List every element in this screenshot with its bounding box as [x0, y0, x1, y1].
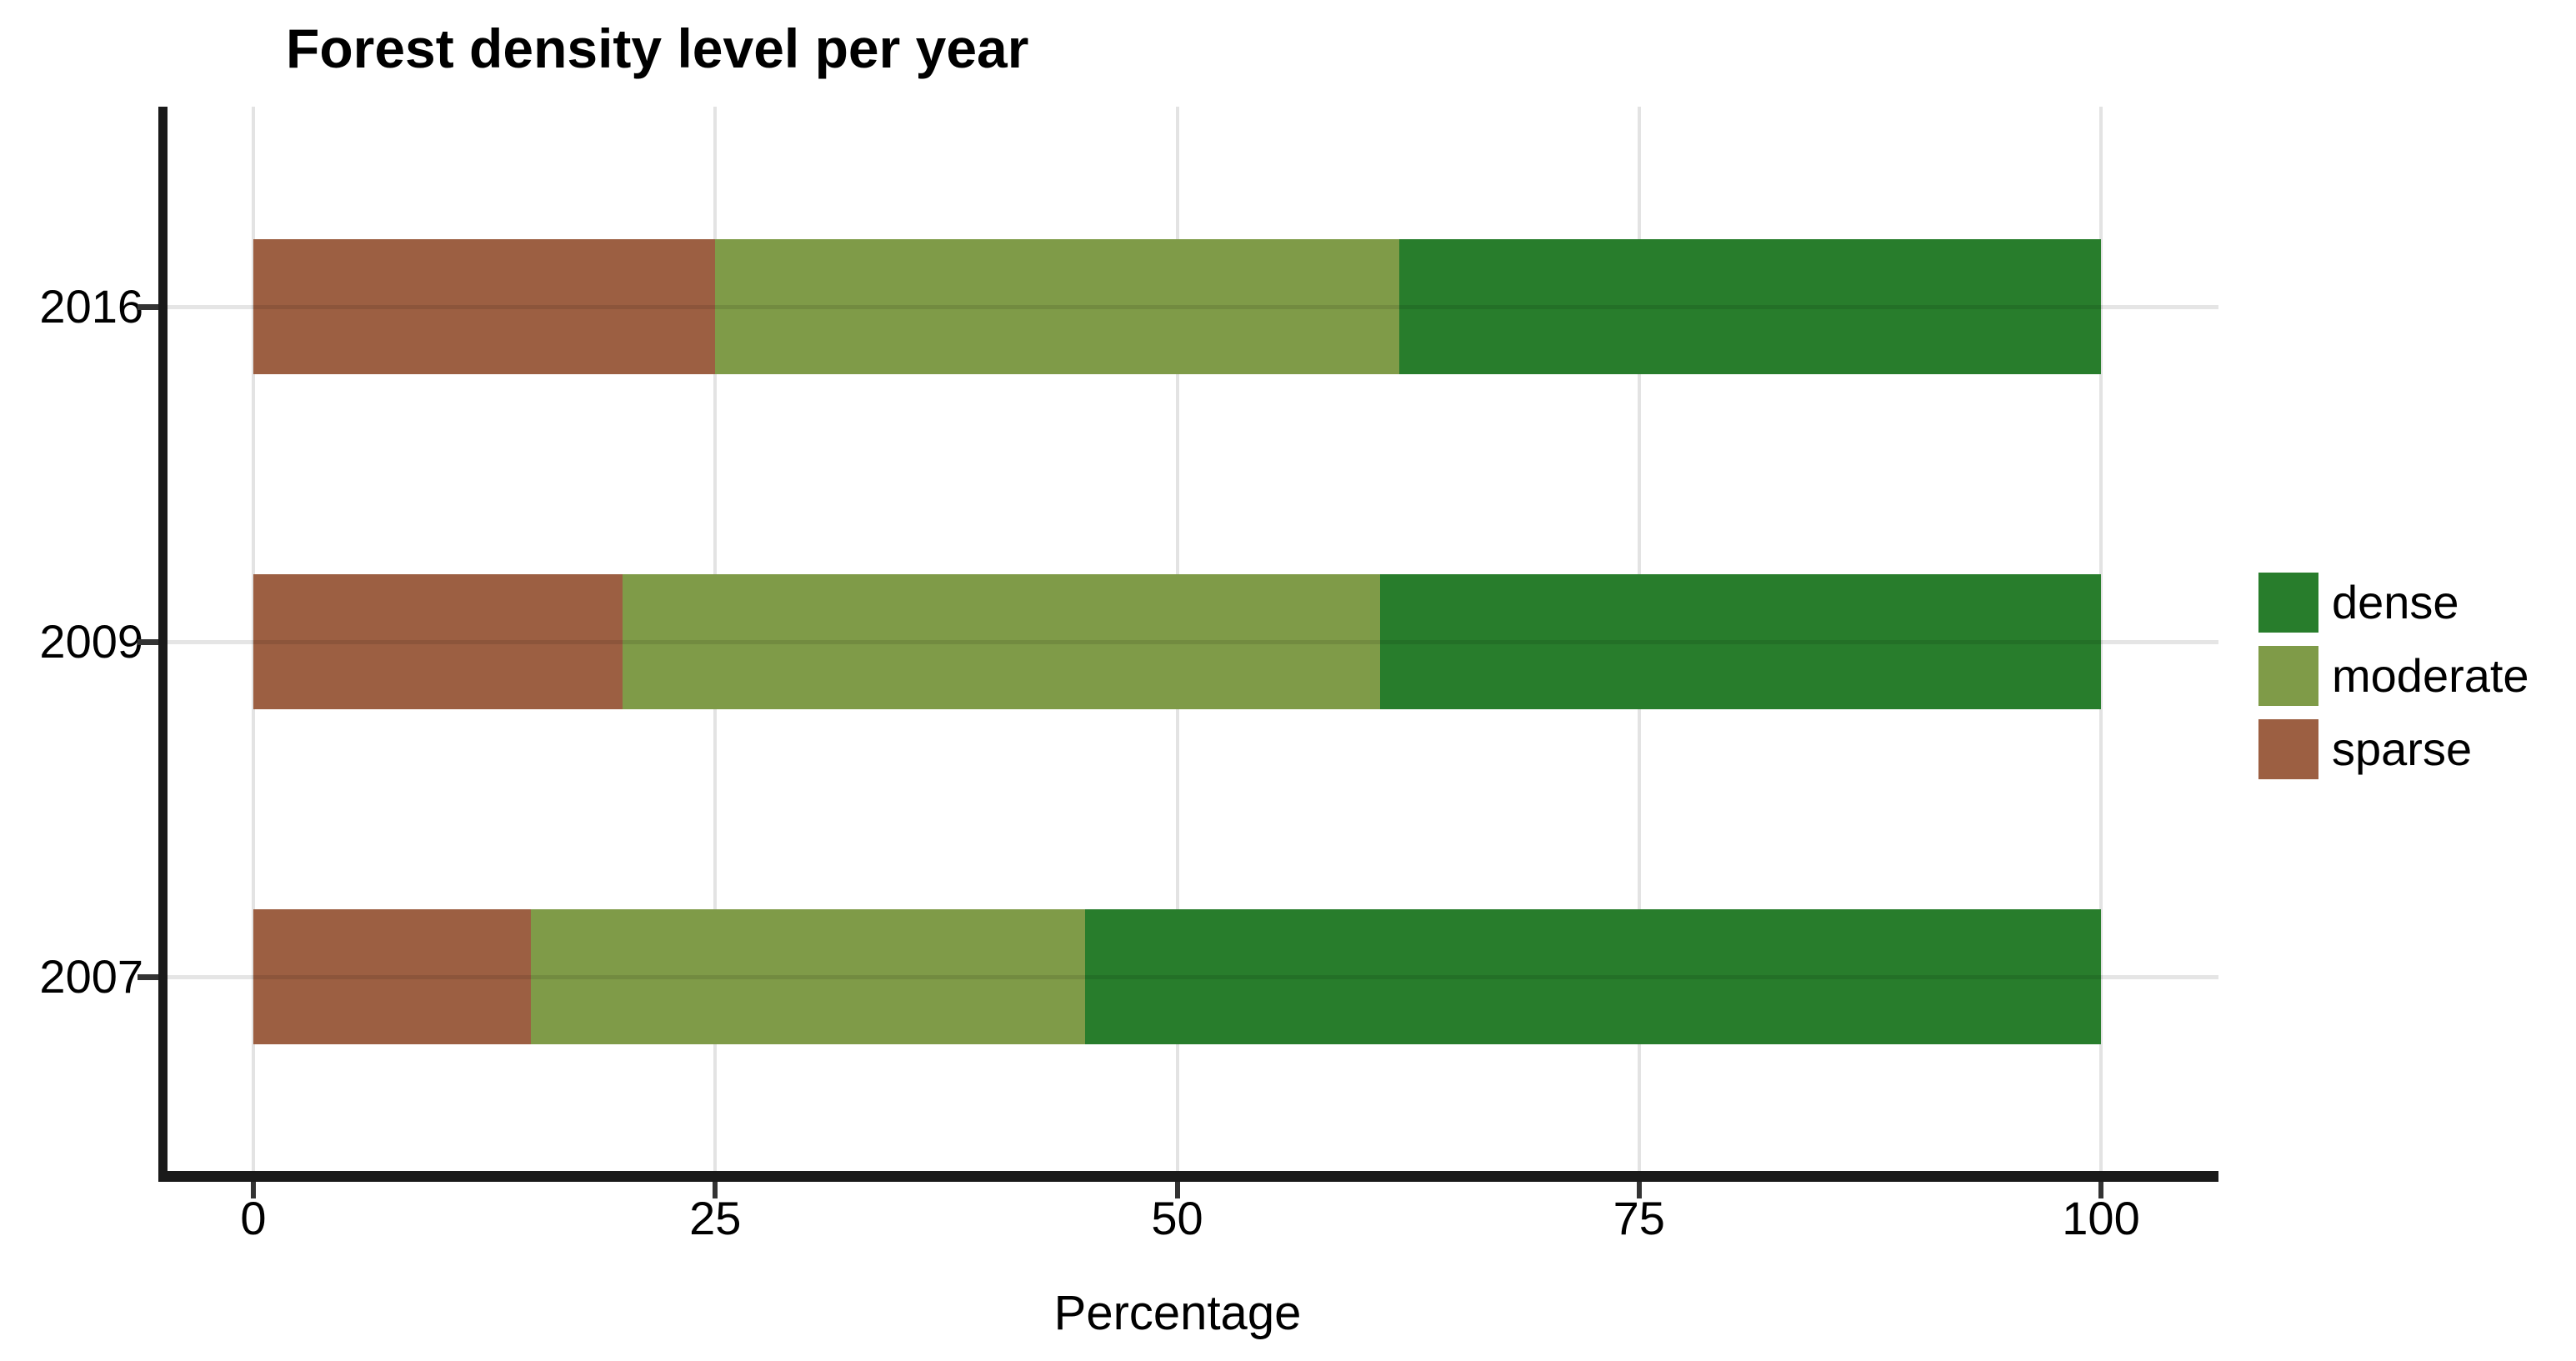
legend-label-sparse: sparse [2332, 723, 2473, 775]
x-tick-label: 0 [240, 1192, 267, 1244]
legend-item-dense: dense [2258, 569, 2575, 636]
x-tick [2098, 1182, 2103, 1198]
x-tick-label: 25 [689, 1192, 742, 1244]
chart-title: Forest density level per year [286, 18, 1029, 79]
grid-line-horizontal [168, 640, 2218, 644]
y-tick-label: 2016 [39, 280, 143, 333]
x-tick-label: 75 [1613, 1192, 1665, 1244]
x-tick-label: 100 [2062, 1192, 2140, 1244]
x-tick [713, 1182, 718, 1198]
x-axis-line [158, 1171, 2218, 1182]
grid-line-horizontal [168, 305, 2218, 309]
x-axis-label: Percentage [1053, 1286, 1302, 1340]
x-tick-label: 50 [1151, 1192, 1203, 1244]
bar-segment-2007-dense [1084, 909, 2101, 1044]
legend-item-sparse: sparse [2258, 716, 2575, 783]
legend-swatch-moderate [2258, 646, 2318, 706]
legend-swatch-sparse [2258, 719, 2318, 779]
bar-segment-2016-dense [1398, 239, 2101, 374]
legend-item-moderate: moderate [2258, 643, 2575, 709]
x-tick [251, 1182, 256, 1198]
y-tick [138, 974, 159, 980]
bar-segment-2009-dense [1380, 574, 2101, 709]
bar-segment-2007-moderate [530, 909, 1085, 1044]
y-axis-line [158, 107, 168, 1182]
x-tick [1636, 1182, 1642, 1198]
grid-line-vertical [2099, 107, 2103, 1171]
bar-segment-2009-sparse [253, 574, 623, 709]
x-tick [1174, 1182, 1180, 1198]
bar-segment-2007-sparse [253, 909, 531, 1044]
y-tick-label: 2007 [39, 950, 143, 1003]
grid-line-horizontal [168, 975, 2218, 979]
y-tick [138, 639, 159, 645]
bar-segment-2009-moderate [623, 574, 1381, 709]
legend: dense moderate sparse [2258, 569, 2575, 836]
y-tick [138, 304, 159, 310]
legend-swatch-dense [2258, 573, 2318, 633]
bar-segment-2016-sparse [253, 239, 716, 374]
bar-segment-2016-moderate [715, 239, 1399, 374]
legend-label-moderate: moderate [2332, 649, 2529, 702]
y-tick-label: 2009 [39, 615, 143, 668]
legend-label-dense: dense [2332, 576, 2459, 628]
